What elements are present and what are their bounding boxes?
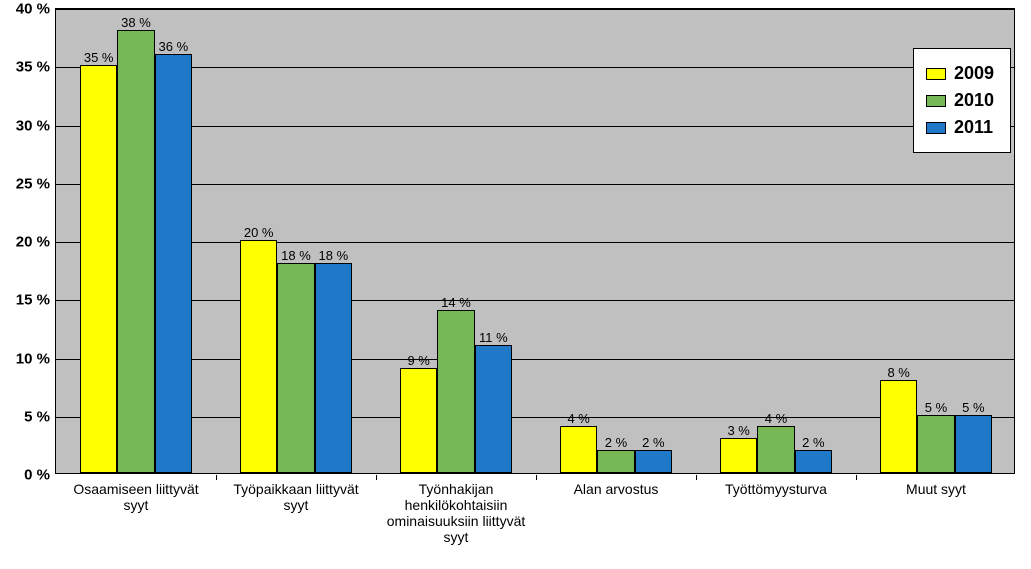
legend-label: 2010 xyxy=(954,90,994,111)
bar-data-label: 2 % xyxy=(802,435,824,450)
legend: 2009 2010 2011 xyxy=(913,48,1011,153)
bar xyxy=(757,426,794,473)
bar-data-label: 9 % xyxy=(407,353,429,368)
bar-data-label: 18 % xyxy=(319,248,349,263)
bar-data-label: 4 % xyxy=(567,411,589,426)
bar xyxy=(437,310,474,473)
gridline xyxy=(56,417,1014,418)
legend-item: 2010 xyxy=(926,90,994,111)
bar-data-label: 2 % xyxy=(605,435,627,450)
y-axis-tick-label: 30 % xyxy=(16,117,56,134)
bar xyxy=(597,450,634,473)
bar-data-label: 36 % xyxy=(159,39,189,54)
bar-data-label: 5 % xyxy=(962,400,984,415)
bar-data-label: 2 % xyxy=(642,435,664,450)
bar xyxy=(117,30,154,473)
bar xyxy=(155,54,192,473)
bar xyxy=(475,345,512,473)
legend-swatch xyxy=(926,95,946,107)
bar xyxy=(80,65,117,473)
bar-data-label: 14 % xyxy=(441,295,471,310)
gridline xyxy=(56,184,1014,185)
bar-data-label: 8 % xyxy=(887,365,909,380)
bar-data-label: 4 % xyxy=(765,411,787,426)
x-axis-category-label: Työnhakijan henkilökohtaisiin ominaisuuk… xyxy=(380,473,532,545)
bar xyxy=(315,263,352,473)
x-axis-tick xyxy=(856,475,857,480)
bar xyxy=(240,240,277,473)
y-axis-tick-label: 5 % xyxy=(24,408,56,425)
bar-data-label: 35 % xyxy=(84,50,114,65)
bar xyxy=(720,438,757,473)
bar xyxy=(400,368,437,473)
gridline xyxy=(56,67,1014,68)
y-axis-tick-label: 0 % xyxy=(24,467,56,484)
y-axis-tick-label: 20 % xyxy=(16,234,56,251)
x-axis-category-label: Alan arvostus xyxy=(540,473,692,497)
gridline xyxy=(56,242,1014,243)
bar xyxy=(560,426,597,473)
bar xyxy=(880,380,917,473)
bar xyxy=(917,415,954,473)
y-axis-tick-label: 15 % xyxy=(16,292,56,309)
x-axis-category-label: Työttömyysturva xyxy=(700,473,852,497)
bar-data-label: 38 % xyxy=(121,15,151,30)
y-axis-tick-label: 25 % xyxy=(16,175,56,192)
gridline xyxy=(56,126,1014,127)
legend-item: 2009 xyxy=(926,63,994,84)
x-axis-tick xyxy=(696,475,697,480)
legend-item: 2011 xyxy=(926,117,994,138)
y-axis-tick-label: 40 % xyxy=(16,1,56,18)
gridline xyxy=(56,300,1014,301)
legend-label: 2009 xyxy=(954,63,994,84)
gridline xyxy=(56,9,1014,10)
bar-data-label: 11 % xyxy=(479,330,508,345)
y-axis-tick-label: 10 % xyxy=(16,350,56,367)
bar xyxy=(635,450,672,473)
plot-area: 0 %5 %10 %15 %20 %25 %30 %35 %40 %35 %38… xyxy=(55,8,1015,474)
x-axis-category-label: Muut syyt xyxy=(860,473,1012,497)
y-axis-tick-label: 35 % xyxy=(16,59,56,76)
x-axis-tick xyxy=(216,475,217,480)
gridline xyxy=(56,359,1014,360)
legend-label: 2011 xyxy=(954,117,993,138)
x-axis-category-label: Osaamiseen liittyvät syyt xyxy=(60,473,212,513)
bar-data-label: 18 % xyxy=(281,248,311,263)
legend-swatch xyxy=(926,68,946,80)
bar-data-label: 3 % xyxy=(727,423,749,438)
x-axis-tick xyxy=(376,475,377,480)
chart-frame: 0 % 5 % 10 % 15 % 20 % 25 % 30 % 35 % 40 % 35 % 38… xyxy=(0,0,1031,569)
bar-data-label: 20 % xyxy=(244,225,274,240)
x-axis-tick xyxy=(536,475,537,480)
bar xyxy=(277,263,314,473)
bar xyxy=(955,415,992,473)
x-axis-category-label: Työpaikkaan liittyvät syyt xyxy=(220,473,372,513)
bar xyxy=(795,450,832,473)
bar-data-label: 5 % xyxy=(925,400,947,415)
legend-swatch xyxy=(926,122,946,134)
